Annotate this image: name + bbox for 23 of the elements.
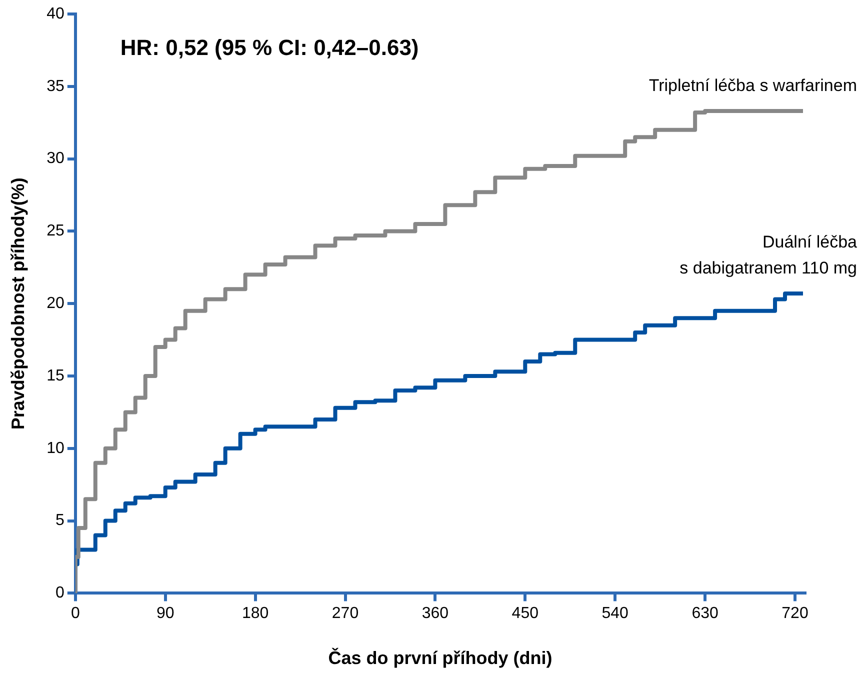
y-tick-label: 10 [46,440,64,457]
y-tick-label: 15 [46,367,64,384]
text: Duální léčba s dabigatranem 110 mg [680,232,858,278]
y-tick-label: 35 [46,78,64,95]
x-axis-title: Čas do první příhody (dni) [328,647,552,668]
y-tick-label: 5 [55,512,64,530]
x-tick-label: 720 [782,605,808,622]
y-tick-label: 40 [46,5,64,22]
y-tick-label: 0 [55,584,64,602]
x-tick-label: 630 [692,605,718,622]
x-tick-label: 270 [332,605,359,622]
y-tick-label: 25 [46,222,64,240]
x-tick-label: 450 [512,605,539,622]
x-tick-label: 360 [422,605,449,622]
annotation: HR: 0,52 (95 % CI: 0,42–0.63) [120,35,419,60]
x-tick-label: 180 [242,605,269,622]
y-axis-title: Pravděpodobnost příhody(%) [8,178,28,430]
x-tick-label: 540 [602,605,629,622]
series-label: Tripletní léčba s warfarinem [648,76,857,96]
x-tick-label: 90 [156,605,174,622]
y-tick-label: 30 [46,150,64,168]
x-tick-label: 0 [70,605,80,622]
y-tick-label: 20 [46,295,64,312]
